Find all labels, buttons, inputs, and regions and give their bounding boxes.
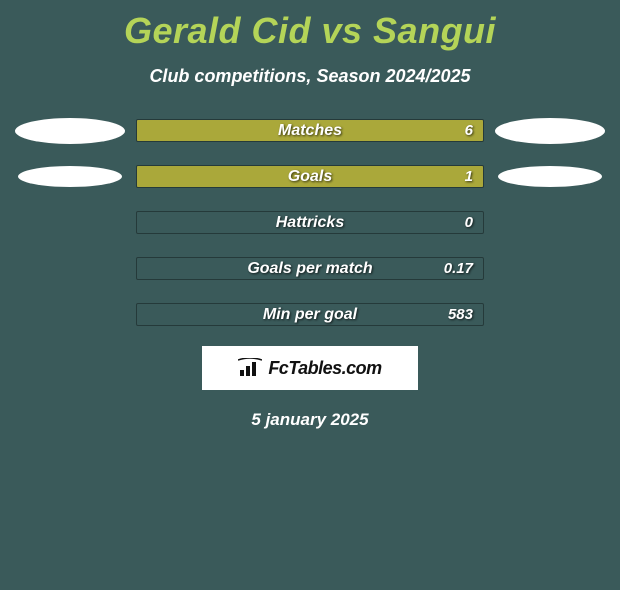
stat-value: 1 [465, 166, 473, 187]
stat-bar: Goals 1 [136, 165, 484, 188]
stat-row: Min per goal 583 [10, 303, 610, 326]
stat-value: 583 [448, 304, 473, 325]
stat-label: Matches [137, 120, 483, 141]
ellipse-icon [495, 118, 605, 144]
ellipse-icon [15, 118, 125, 144]
stat-label: Goals [137, 166, 483, 187]
left-value-slot [10, 118, 130, 144]
stat-label: Hattricks [137, 212, 483, 233]
stat-bar: Matches 6 [136, 119, 484, 142]
page-title: Gerald Cid vs Sangui [0, 10, 620, 52]
ellipse-icon [498, 166, 602, 187]
stat-label: Goals per match [137, 258, 483, 279]
stats-container: Matches 6 Goals 1 Hattricks 0 [0, 119, 620, 326]
bar-chart-icon [238, 358, 262, 378]
page-subtitle: Club competitions, Season 2024/2025 [0, 66, 620, 87]
snapshot-date: 5 january 2025 [0, 410, 620, 430]
stat-value: 0.17 [444, 258, 473, 279]
stat-bar: Goals per match 0.17 [136, 257, 484, 280]
stat-value: 0 [465, 212, 473, 233]
brand-text: FcTables.com [268, 358, 381, 379]
ellipse-icon [18, 166, 122, 187]
stat-row: Hattricks 0 [10, 211, 610, 234]
stat-bar: Hattricks 0 [136, 211, 484, 234]
brand-badge[interactable]: FcTables.com [202, 346, 418, 390]
stat-bar: Min per goal 583 [136, 303, 484, 326]
stat-row: Goals 1 [10, 165, 610, 188]
stat-row: Matches 6 [10, 119, 610, 142]
right-value-slot [490, 118, 610, 144]
stat-row: Goals per match 0.17 [10, 257, 610, 280]
stat-value: 6 [465, 120, 473, 141]
stat-label: Min per goal [137, 304, 483, 325]
left-value-slot [10, 166, 130, 187]
right-value-slot [490, 166, 610, 187]
